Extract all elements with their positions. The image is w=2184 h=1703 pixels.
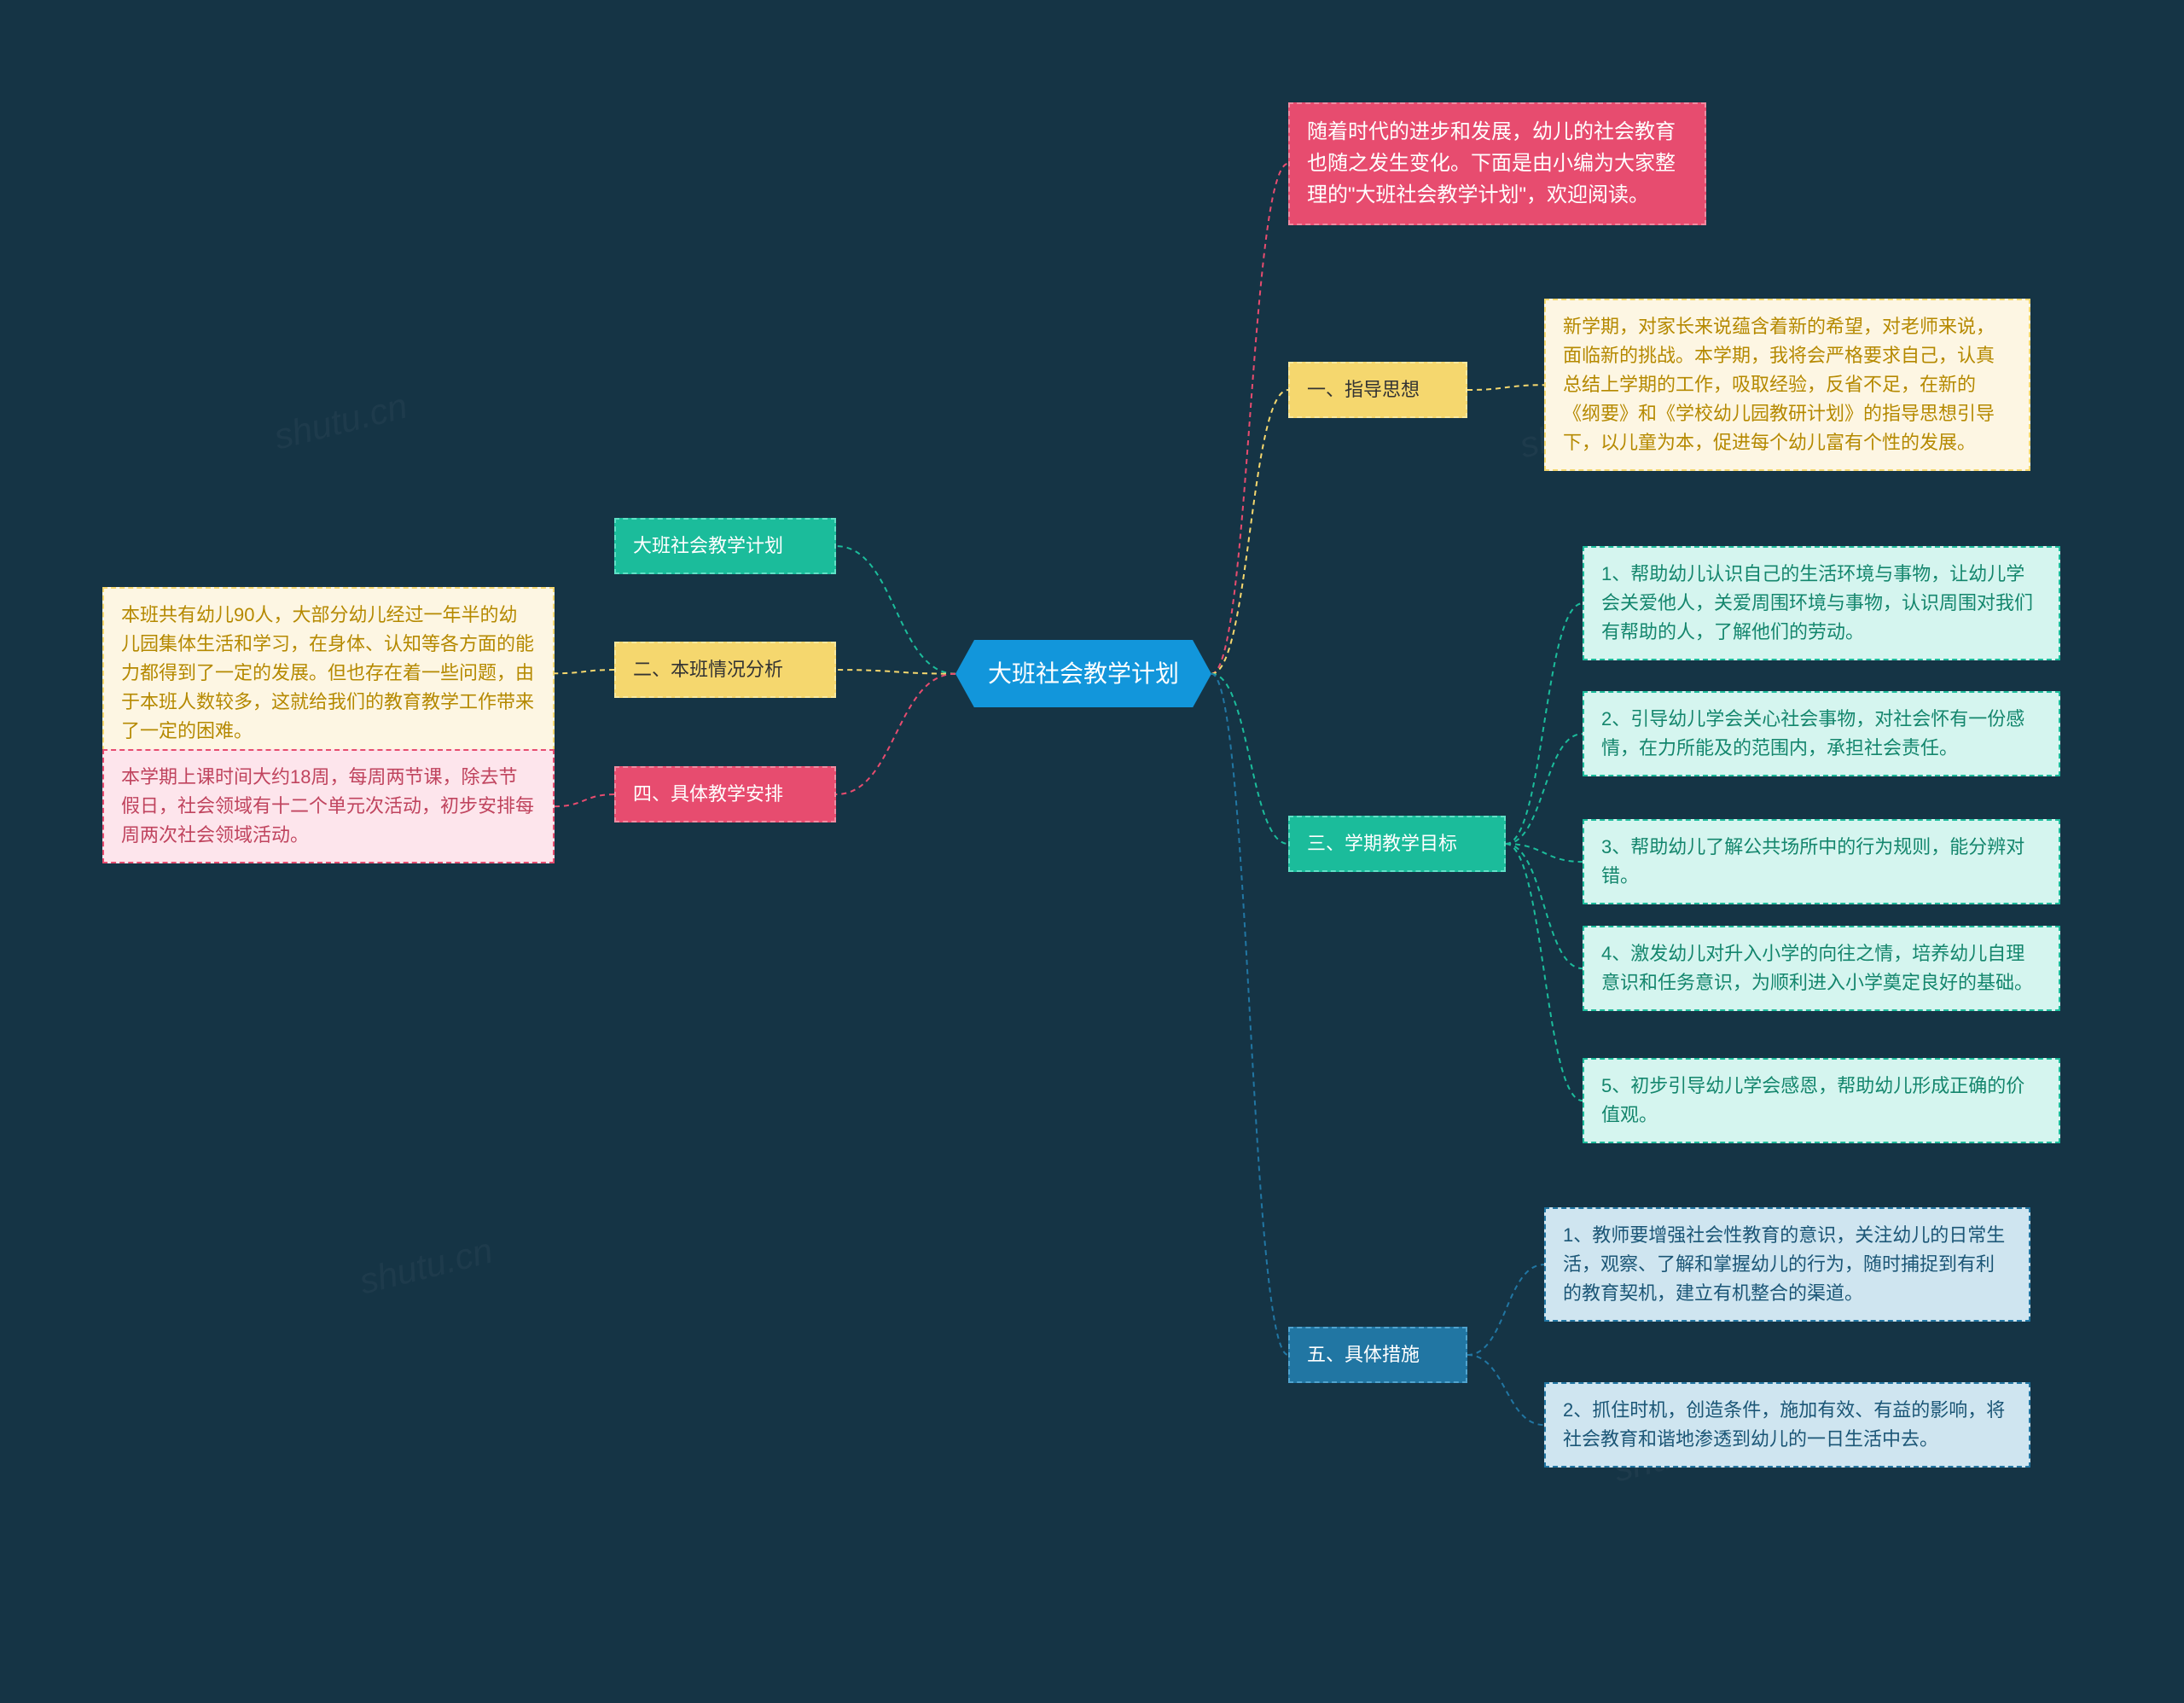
- connector: [1211, 164, 1288, 674]
- mindmap-node-r2d[interactable]: 4、激发幼儿对升入小学的向往之情，培养幼儿自理意识和任务意识，为顺利进入小学奠定…: [1583, 926, 2060, 1011]
- connector: [555, 794, 614, 806]
- mindmap-node-r2[interactable]: 三、学期教学目标: [1288, 816, 1506, 872]
- connector: [1506, 734, 1583, 844]
- mindmap-node-r3a[interactable]: 1、教师要增强社会性教育的意识，关注幼儿的日常生活，观察、了解和掌握幼儿的行为，…: [1544, 1207, 2030, 1322]
- connector: [1211, 674, 1288, 844]
- connector: [1467, 1264, 1544, 1355]
- connector: [555, 670, 614, 673]
- connector: [1211, 390, 1288, 674]
- mindmap-node-r2a[interactable]: 1、帮助幼儿认识自己的生活环境与事物，让幼儿学会关爱他人，关爱周围环境与事物，认…: [1583, 546, 2060, 660]
- mindmap-node-r2b[interactable]: 2、引导幼儿学会关心社会事物，对社会怀有一份感情，在力所能及的范围内，承担社会责…: [1583, 691, 2060, 776]
- connector: [1467, 1355, 1544, 1425]
- connector: [836, 674, 956, 794]
- mindmap-node-l1[interactable]: 大班社会教学计划: [614, 518, 836, 574]
- mindmap-node-l2[interactable]: 二、本班情况分析: [614, 642, 836, 698]
- connector: [1506, 603, 1583, 844]
- connector: [1506, 844, 1583, 1101]
- connector: [1211, 674, 1288, 1355]
- connector: [1506, 844, 1583, 862]
- connector: [836, 546, 956, 674]
- mindmap-node-r1[interactable]: 一、指导思想: [1288, 362, 1467, 418]
- connector: [836, 670, 956, 674]
- watermark: shutu.cn: [270, 386, 412, 458]
- connector: [1506, 844, 1583, 968]
- mindmap-node-r1a[interactable]: 新学期，对家长来说蕴含着新的希望，对老师来说，面临新的挑战。本学期，我将会严格要…: [1544, 299, 2030, 471]
- mindmap-node-r3b[interactable]: 2、抓住时机，创造条件，施加有效、有益的影响，将社会教育和谐地渗透到幼儿的一日生…: [1544, 1382, 2030, 1468]
- mindmap-node-l3a[interactable]: 本学期上课时间大约18周，每周两节课，除去节假日，社会领域有十二个单元次活动，初…: [102, 749, 555, 863]
- connector: [1467, 385, 1544, 390]
- root-node[interactable]: 大班社会教学计划: [956, 640, 1211, 707]
- mindmap-node-l3[interactable]: 四、具体教学安排: [614, 766, 836, 822]
- watermark: shutu.cn: [356, 1230, 497, 1303]
- mindmap-node-l2a[interactable]: 本班共有幼儿90人，大部分幼儿经过一年半的幼儿园集体生活和学习，在身体、认知等各…: [102, 587, 555, 759]
- mindmap-node-r2e[interactable]: 5、初步引导幼儿学会感恩，帮助幼儿形成正确的价值观。: [1583, 1058, 2060, 1143]
- mindmap-node-r3[interactable]: 五、具体措施: [1288, 1327, 1467, 1383]
- mindmap-node-r2c[interactable]: 3、帮助幼儿了解公共场所中的行为规则，能分辨对错。: [1583, 819, 2060, 904]
- mindmap-node-r0[interactable]: 随着时代的进步和发展，幼儿的社会教育也随之发生变化。下面是由小编为大家整理的"大…: [1288, 102, 1706, 225]
